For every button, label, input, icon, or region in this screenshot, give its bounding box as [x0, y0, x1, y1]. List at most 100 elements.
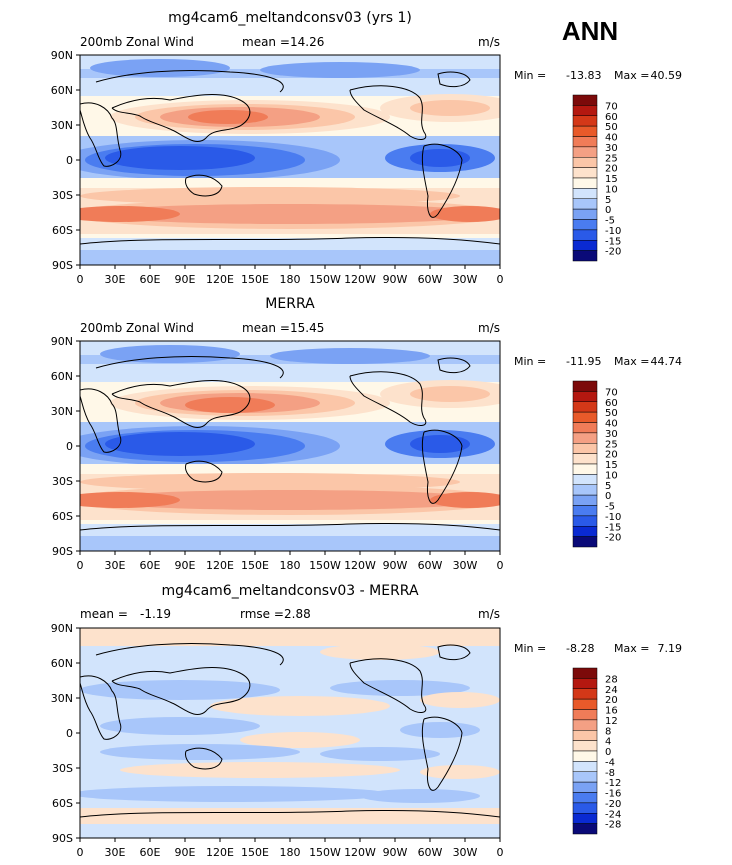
colorbar-swatch	[572, 240, 598, 251]
colorbar-label: 12	[605, 716, 618, 727]
units-label: m/s	[478, 321, 500, 335]
colorbar-swatch	[572, 494, 598, 506]
x-tick-label: 120W	[344, 846, 376, 859]
colorbar-label: -28	[605, 820, 621, 831]
mean-value: 14.26	[290, 35, 324, 49]
colorbar-swatch	[572, 136, 598, 148]
panel-model: mg4cam6_meltandconsv03 (yrs 1) 200mb Zon…	[51, 10, 682, 286]
colorbar-label: -5	[605, 502, 615, 513]
colorbar-label: -10	[605, 226, 621, 237]
colorbar-swatch	[572, 167, 598, 179]
x-tick-label: 90E	[175, 846, 196, 859]
max-label: Max =	[614, 642, 649, 655]
x-tick-label: 0	[497, 846, 504, 859]
y-tick-label: 60N	[51, 370, 73, 383]
x-tick-label: 120E	[206, 273, 234, 286]
min-label: Min =	[514, 355, 546, 368]
x-tick-label: 60E	[140, 273, 161, 286]
rmse-value: 2.88	[284, 607, 311, 621]
min-label: Min =	[514, 642, 546, 655]
y-tick-label: 30N	[51, 405, 73, 418]
x-tick-label: 90W	[383, 846, 408, 859]
colorbar-label: 28	[605, 674, 618, 685]
colorbar-swatch	[572, 177, 598, 189]
colorbar-label: -8	[605, 768, 615, 779]
colorbar-label: -16	[605, 789, 621, 800]
colorbar-swatch	[572, 94, 598, 106]
max-value: 40.59	[651, 69, 683, 82]
panel-difference: mg4cam6_meltandconsv03 - MERRA mean = -1…	[51, 583, 682, 859]
colorbar-label: -15	[605, 236, 621, 247]
colorbar-swatch	[572, 813, 598, 824]
colorbar-swatch	[572, 709, 598, 721]
map-field	[80, 55, 500, 265]
colorbar-label: -24	[605, 809, 621, 820]
y-tick-label: 90S	[52, 832, 73, 845]
x-tick-label: 30E	[105, 559, 126, 572]
colorbar-label: 10	[605, 184, 618, 195]
colorbar-swatch	[572, 453, 598, 465]
x-tick-label: 0	[77, 846, 84, 859]
x-tick-label: 30E	[105, 273, 126, 286]
colorbar-label: 20	[605, 695, 618, 706]
colorbar-swatch	[572, 432, 598, 444]
max-label: Max =	[614, 355, 649, 368]
colorbar-swatch	[572, 115, 598, 127]
colorbar-label: 30	[605, 429, 618, 440]
x-tick-label: 0	[497, 559, 504, 572]
y-tick-label: 90S	[52, 545, 73, 558]
colorbar-swatch	[572, 422, 598, 434]
colorbar-label: 4	[605, 737, 611, 748]
colorbar-swatch	[572, 781, 598, 793]
x-tick-label: 30W	[453, 559, 478, 572]
x-tick-label: 60E	[140, 559, 161, 572]
y-tick-label: 90S	[52, 259, 73, 272]
season-label: ANN	[562, 16, 618, 46]
colorbar-swatch	[572, 761, 598, 772]
colorbar-swatch	[572, 463, 598, 475]
colorbar-swatch	[572, 526, 598, 537]
colorbar-label: 15	[605, 460, 618, 471]
map-field	[80, 341, 500, 551]
min-label: Min =	[514, 69, 546, 82]
colorbar-swatch	[572, 188, 598, 199]
colorbar-label: 10	[605, 470, 618, 481]
colorbar-swatch	[572, 730, 598, 741]
colorbar-swatch	[572, 750, 598, 762]
colorbar-label: 16	[605, 706, 618, 717]
colorbar-swatch	[572, 792, 598, 804]
x-tick-label: 0	[77, 273, 84, 286]
colorbar-label: 0	[605, 491, 611, 502]
coastlines	[80, 69, 500, 245]
x-tick-label: 90W	[383, 559, 408, 572]
x-tick-label: 120W	[344, 273, 376, 286]
colorbar-swatch	[572, 536, 598, 548]
panel-merra: MERRA 200mb Zonal Wind mean = 15.45 m/s	[51, 296, 682, 572]
colorbar-label: 25	[605, 153, 618, 164]
y-tick-label: 90N	[51, 49, 73, 62]
colorbar-swatch	[572, 505, 598, 517]
x-tick-label: 180	[280, 846, 301, 859]
colorbar-label: -10	[605, 512, 621, 523]
y-tick-label: 30N	[51, 119, 73, 132]
colorbar-swatch	[572, 380, 598, 392]
y-tick-label: 30S	[52, 762, 73, 775]
left-label: 200mb Zonal Wind	[80, 321, 194, 335]
colorbar-swatch	[572, 678, 598, 689]
min-value: -11.95	[566, 355, 601, 368]
x-tick-label: 60E	[140, 846, 161, 859]
x-tick-label: 60W	[418, 559, 443, 572]
left-label: 200mb Zonal Wind	[80, 35, 194, 49]
x-tick-label: 150W	[309, 273, 341, 286]
colorbar-label: 50	[605, 122, 618, 133]
colorbar-swatch	[572, 688, 598, 700]
max-value: 7.19	[658, 642, 683, 655]
colorbar-label: 20	[605, 164, 618, 175]
colorbar-label: 5	[605, 481, 611, 492]
y-axis: 90N 60N 30N 0 30S 60S 90S	[51, 622, 80, 845]
x-axis: 0 30E 60E 90E 120E 150E 180 150W 120W 90W 60W 30W 0	[77, 551, 504, 572]
colorbar-swatch	[572, 401, 598, 413]
y-axis: 90N 60N 30N 0 30S 60S 90S	[51, 49, 80, 272]
